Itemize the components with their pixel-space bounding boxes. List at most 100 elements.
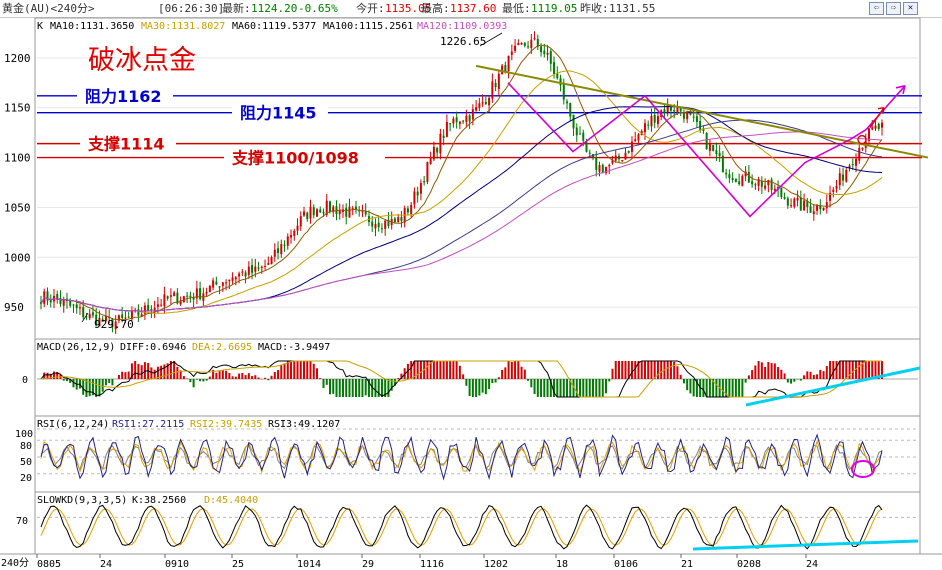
candle-body bbox=[663, 109, 666, 114]
candle-body bbox=[741, 176, 744, 187]
candle-body bbox=[812, 211, 815, 215]
projection-arrow-head bbox=[895, 85, 906, 94]
ma120-line bbox=[40, 131, 883, 312]
candle-body bbox=[848, 165, 851, 169]
candle-body bbox=[101, 319, 104, 322]
candle-body bbox=[127, 316, 130, 318]
candle-body bbox=[134, 309, 137, 311]
candle-body bbox=[501, 65, 504, 75]
quote-time: [06:26:30] bbox=[158, 2, 225, 15]
candle-body bbox=[575, 127, 578, 136]
low-label: 最低: bbox=[502, 2, 531, 15]
candle-body bbox=[604, 167, 607, 173]
candle-body bbox=[656, 116, 659, 125]
candle-body bbox=[423, 181, 426, 183]
x-tick-label: 29 bbox=[362, 559, 374, 570]
rsi-params: RSI(6,12,24) bbox=[37, 419, 109, 430]
rsi3-value: RSI3:49.1207 bbox=[268, 419, 340, 430]
candle-body bbox=[851, 164, 854, 166]
candle-body bbox=[153, 307, 156, 312]
price-y-tick-label: 1100 bbox=[4, 152, 31, 165]
level-label-bg bbox=[77, 86, 173, 105]
candle-body bbox=[436, 147, 439, 153]
candle-body bbox=[478, 103, 481, 108]
candle-body bbox=[354, 206, 357, 210]
rsi1-value: RSI1:27.2115 bbox=[112, 419, 184, 430]
candle-body bbox=[725, 172, 728, 175]
x-tick-label: 1202 bbox=[484, 559, 508, 570]
descending-trendline bbox=[475, 64, 929, 159]
candle-body bbox=[650, 115, 653, 127]
candle-body bbox=[380, 228, 383, 230]
candle-body bbox=[566, 101, 569, 104]
back-arrow-icon[interactable]: ⇦ bbox=[869, 2, 884, 15]
candle-body bbox=[121, 314, 124, 318]
candle-body bbox=[62, 299, 65, 306]
short-arrow-head bbox=[877, 107, 885, 114]
candle-body bbox=[868, 128, 871, 141]
candle-body bbox=[286, 236, 289, 246]
candle-body bbox=[290, 235, 293, 238]
candle-body bbox=[75, 304, 78, 309]
close-icon[interactable]: ✕ bbox=[903, 2, 918, 15]
level-label-bg bbox=[224, 148, 385, 167]
candle-body bbox=[481, 102, 484, 104]
macd-params: MACD(26,12,9) bbox=[37, 342, 115, 353]
candle-body bbox=[426, 162, 429, 182]
candle-body bbox=[708, 143, 711, 151]
candle-body bbox=[572, 114, 575, 129]
candle-body bbox=[455, 117, 458, 123]
candle-body bbox=[728, 174, 731, 179]
candle-body bbox=[439, 133, 442, 154]
candle-body bbox=[208, 285, 211, 293]
candle-body bbox=[78, 307, 81, 309]
candle-body bbox=[179, 300, 182, 305]
candle-body bbox=[238, 273, 241, 277]
candle-body bbox=[627, 151, 630, 153]
moving-average-lines bbox=[40, 44, 883, 321]
chart-pattern-line bbox=[507, 82, 867, 218]
x-tick-label: 0910 bbox=[165, 559, 189, 570]
candle-body bbox=[582, 132, 585, 141]
candle-body bbox=[653, 114, 656, 123]
candle-body bbox=[799, 197, 802, 211]
candle-body bbox=[186, 295, 189, 297]
candle-body bbox=[49, 299, 52, 303]
x-tick-label: 0805 bbox=[37, 559, 61, 570]
candle-body bbox=[757, 179, 760, 186]
candle-body bbox=[738, 181, 741, 185]
candle-body bbox=[432, 147, 435, 160]
candle-body bbox=[734, 178, 737, 183]
candle-body bbox=[601, 164, 604, 173]
x-tick-label: 24 bbox=[806, 559, 818, 570]
candle-body bbox=[767, 179, 770, 186]
candle-body bbox=[328, 201, 331, 212]
x-tick-label: 24 bbox=[100, 559, 112, 570]
candle-body bbox=[520, 42, 523, 45]
candle-body bbox=[764, 185, 767, 189]
x-tick-label: 25 bbox=[232, 559, 244, 570]
candle-body bbox=[449, 123, 452, 125]
candle-body bbox=[686, 111, 689, 120]
candle-body bbox=[793, 198, 796, 207]
candle-body bbox=[319, 209, 322, 213]
candle-body bbox=[611, 160, 614, 164]
candle-body bbox=[221, 282, 224, 286]
candle-body bbox=[842, 174, 845, 181]
candle-body bbox=[452, 118, 455, 124]
candle-body bbox=[533, 38, 536, 40]
candle-body bbox=[150, 309, 153, 312]
forward-arrow-icon[interactable]: ⇨ bbox=[886, 2, 901, 15]
candle-body bbox=[803, 200, 806, 211]
candle-body bbox=[744, 171, 747, 177]
candle-body bbox=[273, 249, 276, 257]
candle-body bbox=[364, 210, 367, 215]
open-price: 1135.05 bbox=[385, 2, 432, 15]
ma60-value: MA60:1119.5377 bbox=[232, 21, 316, 32]
candle-body bbox=[156, 304, 159, 307]
candle-body bbox=[192, 297, 195, 300]
kd-tick-70: 70 bbox=[16, 516, 28, 527]
candle-body bbox=[822, 207, 825, 211]
macd-dea-line bbox=[40, 360, 882, 398]
rsi-tick-100: 100 bbox=[15, 429, 33, 440]
